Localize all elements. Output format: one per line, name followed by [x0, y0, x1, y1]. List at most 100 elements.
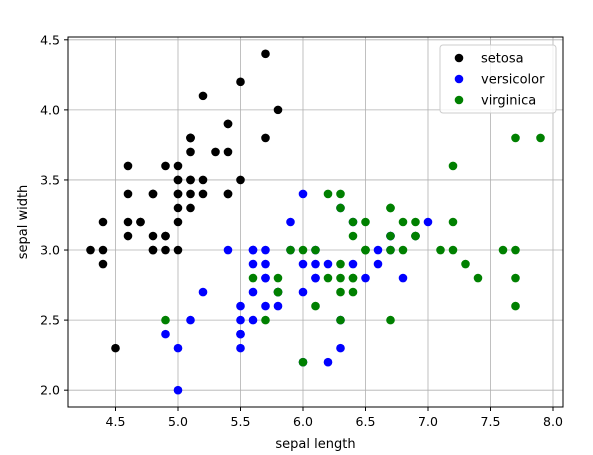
point-versicolor — [398, 273, 408, 283]
point-virginica — [461, 259, 470, 269]
point-setosa — [136, 217, 145, 227]
point-virginica — [473, 273, 483, 283]
point-versicolor — [273, 301, 283, 311]
point-virginica — [348, 287, 358, 297]
point-virginica — [323, 273, 333, 283]
point-versicolor — [236, 343, 245, 353]
data-points — [86, 49, 545, 395]
x-axis-label: sepal length — [275, 437, 355, 452]
point-virginica — [436, 245, 445, 255]
point-versicolor — [323, 259, 333, 269]
point-virginica — [398, 245, 408, 255]
point-virginica — [386, 203, 395, 213]
point-virginica — [336, 273, 345, 283]
y-tick-label: 3.0 — [40, 243, 60, 258]
point-setosa — [111, 343, 120, 353]
point-versicolor — [373, 259, 383, 269]
point-setosa — [98, 245, 108, 255]
y-tick-label: 4.5 — [40, 32, 60, 47]
point-versicolor — [323, 357, 333, 367]
point-virginica — [448, 217, 458, 227]
point-versicolor — [348, 259, 358, 269]
x-tick-label: 6.0 — [293, 414, 313, 429]
point-virginica — [511, 133, 520, 143]
x-tick-label: 5.0 — [168, 414, 188, 429]
point-setosa — [173, 175, 183, 185]
point-setosa — [123, 189, 133, 199]
point-versicolor — [423, 217, 433, 227]
point-versicolor — [236, 315, 245, 325]
point-setosa — [186, 175, 195, 185]
point-virginica — [248, 273, 258, 283]
point-virginica — [336, 287, 345, 297]
point-versicolor — [248, 259, 258, 269]
point-virginica — [311, 301, 320, 311]
point-setosa — [198, 91, 208, 101]
x-tick-label: 6.5 — [356, 414, 376, 429]
point-virginica — [336, 189, 345, 199]
point-setosa — [186, 147, 195, 157]
point-versicolor — [311, 273, 320, 283]
point-versicolor — [373, 245, 383, 255]
y-axis-ticks: 2.0 2.5 3.0 3.5 4.0 4.5 — [40, 32, 68, 398]
point-setosa — [186, 189, 195, 199]
point-virginica — [273, 287, 283, 297]
point-virginica — [348, 273, 358, 283]
point-setosa — [173, 203, 183, 213]
plot-frame — [67, 36, 564, 408]
point-versicolor — [361, 273, 370, 283]
point-versicolor — [248, 287, 258, 297]
point-versicolor — [298, 287, 308, 297]
point-versicolor — [311, 259, 320, 269]
point-versicolor — [261, 259, 270, 269]
point-setosa — [98, 259, 108, 269]
legend-box — [439, 44, 557, 114]
point-versicolor — [286, 217, 295, 227]
point-setosa — [173, 217, 183, 227]
point-versicolor — [336, 343, 345, 353]
y-tick-label: 4.0 — [40, 102, 60, 117]
legend-marker-versicolor — [454, 74, 464, 84]
point-virginica — [361, 245, 370, 255]
point-virginica — [361, 217, 370, 227]
point-setosa — [123, 161, 133, 171]
point-virginica — [498, 245, 508, 255]
point-virginica — [336, 203, 345, 213]
point-versicolor — [161, 329, 170, 339]
point-virginica — [386, 231, 395, 241]
point-versicolor — [298, 189, 308, 199]
point-setosa — [123, 231, 133, 241]
point-versicolor — [248, 315, 258, 325]
point-setosa — [273, 105, 283, 115]
point-setosa — [236, 77, 245, 87]
point-virginica — [448, 161, 458, 171]
point-setosa — [148, 189, 158, 199]
y-tick-label: 2.5 — [40, 313, 60, 328]
legend-label-virginica: virginica — [481, 94, 536, 109]
point-virginica — [286, 245, 295, 255]
point-virginica — [298, 357, 308, 367]
x-tick-label: 7.0 — [418, 414, 438, 429]
point-versicolor — [298, 259, 308, 269]
legend-label-versicolor: versicolor — [481, 73, 545, 88]
point-setosa — [86, 245, 95, 255]
point-versicolor — [173, 343, 183, 353]
legend-label-setosa: setosa — [481, 52, 524, 67]
x-tick-label: 8.0 — [543, 414, 563, 429]
point-virginica — [261, 315, 270, 325]
point-virginica — [511, 301, 520, 311]
point-versicolor — [173, 385, 183, 395]
point-setosa — [186, 203, 195, 213]
point-versicolor — [261, 245, 270, 255]
x-tick-label: 5.5 — [231, 414, 251, 429]
point-versicolor — [248, 245, 258, 255]
point-virginica — [348, 217, 358, 227]
point-setosa — [161, 231, 170, 241]
point-virginica — [348, 231, 358, 241]
point-versicolor — [198, 287, 208, 297]
y-tick-label: 2.0 — [40, 383, 60, 398]
point-virginica — [386, 315, 395, 325]
point-setosa — [98, 217, 108, 227]
point-setosa — [148, 245, 158, 255]
point-setosa — [173, 245, 183, 255]
